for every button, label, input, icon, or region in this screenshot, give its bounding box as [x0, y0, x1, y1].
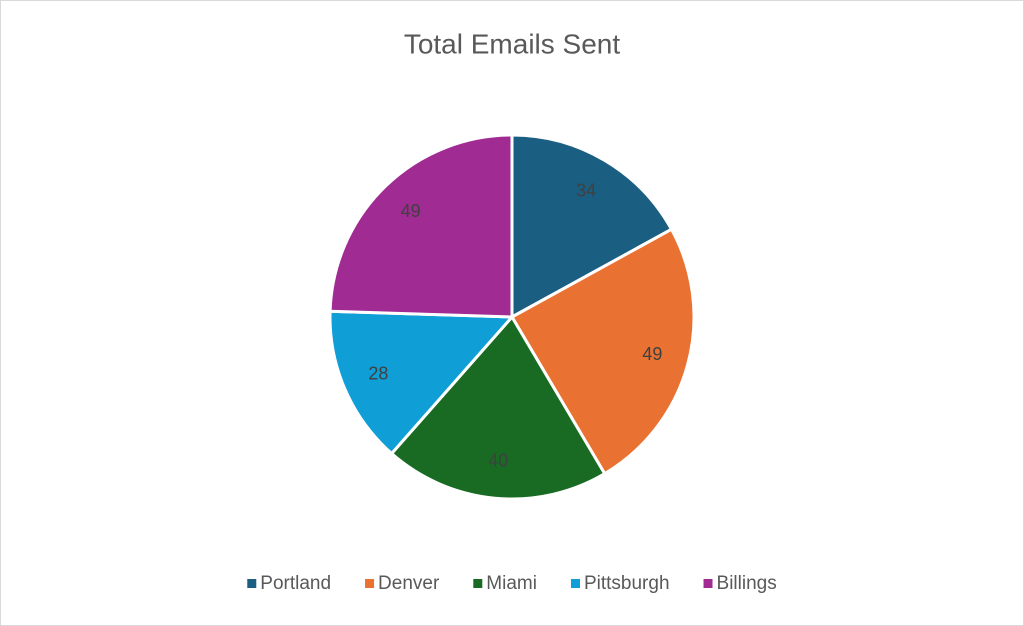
- legend-label: Miami: [486, 573, 537, 594]
- data-label: 49: [401, 201, 421, 221]
- pie-slice: [389, 314, 607, 501]
- pie-slice: [509, 227, 696, 476]
- legend-swatch: [473, 579, 483, 588]
- data-label: 49: [642, 344, 662, 364]
- pie-slice: [328, 309, 516, 456]
- legend-label: Billings: [717, 573, 777, 594]
- chart-title: Total Emails Sent: [404, 28, 621, 59]
- pie-slice: [510, 133, 674, 320]
- legend-swatch: [365, 579, 375, 588]
- legend-label: Denver: [378, 573, 440, 594]
- legend-label: Portland: [260, 573, 331, 594]
- legend-swatch: [703, 579, 713, 588]
- pie-slice: [328, 133, 514, 319]
- legend-swatch: [570, 579, 580, 588]
- legend-swatch: [247, 579, 257, 588]
- legend-label: Pittsburgh: [584, 573, 670, 594]
- data-label: 34: [576, 180, 596, 200]
- data-label: 40: [488, 451, 508, 471]
- data-label: 28: [368, 364, 388, 384]
